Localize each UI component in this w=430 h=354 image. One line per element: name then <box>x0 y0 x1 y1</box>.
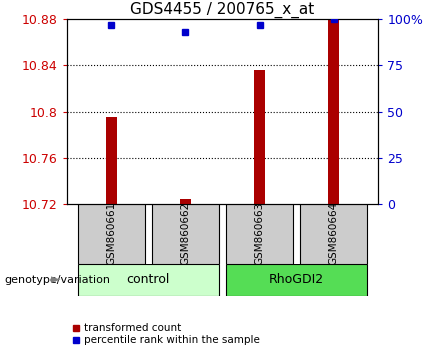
Bar <box>152 204 219 264</box>
Text: control: control <box>126 273 170 286</box>
Text: genotype/variation: genotype/variation <box>4 275 111 285</box>
Bar <box>254 70 265 204</box>
Text: RhoGDI2: RhoGDI2 <box>269 273 324 286</box>
Bar <box>328 17 339 204</box>
Bar <box>226 264 367 296</box>
Text: GSM860664: GSM860664 <box>329 202 339 265</box>
Text: GSM860661: GSM860661 <box>106 202 116 265</box>
Bar <box>180 199 191 204</box>
Bar <box>78 264 219 296</box>
Text: ►: ► <box>51 273 61 286</box>
Bar <box>106 117 117 204</box>
Bar <box>301 204 367 264</box>
Title: GDS4455 / 200765_x_at: GDS4455 / 200765_x_at <box>130 2 315 18</box>
Legend: transformed count, percentile rank within the sample: transformed count, percentile rank withi… <box>72 323 260 345</box>
Bar <box>226 204 293 264</box>
Text: GSM860663: GSM860663 <box>255 202 264 265</box>
Text: GSM860662: GSM860662 <box>181 202 190 265</box>
Bar <box>78 204 144 264</box>
